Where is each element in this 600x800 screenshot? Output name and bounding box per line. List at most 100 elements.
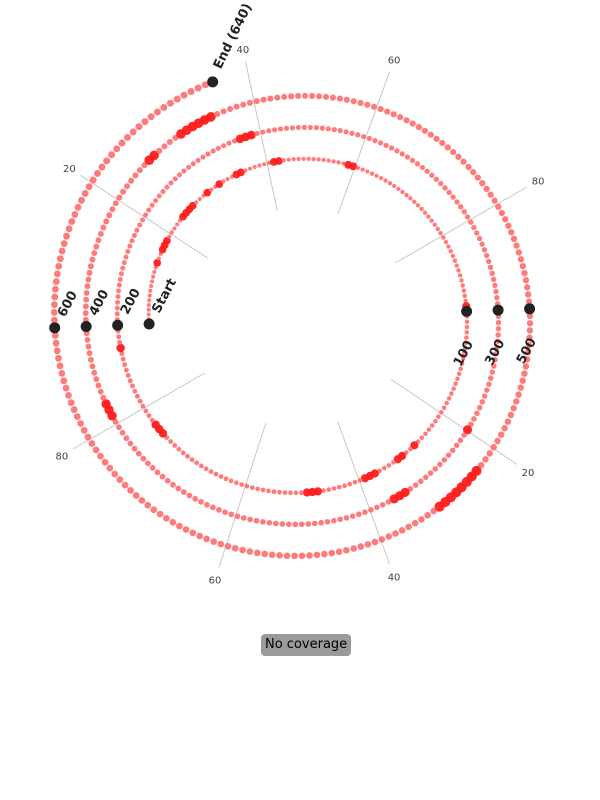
track-point <box>295 124 301 131</box>
track-point <box>103 157 111 165</box>
track-point <box>517 256 525 263</box>
track-point <box>464 324 470 330</box>
track-point <box>214 110 221 118</box>
track-point <box>95 237 102 244</box>
track-point <box>204 501 210 508</box>
track-point <box>189 457 195 463</box>
track-point <box>505 222 512 229</box>
track-point <box>260 519 266 525</box>
track-point <box>366 135 372 142</box>
track-point <box>490 444 497 451</box>
track-point <box>524 284 531 291</box>
track-point <box>123 435 130 442</box>
track-point <box>426 214 431 219</box>
track-point <box>277 126 284 132</box>
track-point <box>487 191 494 198</box>
track-point <box>326 158 331 163</box>
track-point <box>423 431 428 437</box>
track-point <box>441 457 448 463</box>
position-marker <box>492 304 504 316</box>
track-point <box>463 340 469 346</box>
track-point <box>159 473 166 480</box>
track-point <box>445 452 452 458</box>
track-point <box>355 165 361 171</box>
track-point <box>525 341 533 349</box>
track-point <box>94 170 101 177</box>
track-point <box>497 431 505 438</box>
track-point <box>311 156 316 162</box>
track-point <box>95 382 102 389</box>
track-point <box>84 337 91 343</box>
highlighted-point <box>206 112 216 122</box>
track-point <box>227 105 234 112</box>
track-point <box>465 163 472 171</box>
track-point <box>493 288 499 295</box>
track-point <box>164 184 170 190</box>
track-point <box>85 276 92 283</box>
track-point <box>86 269 93 276</box>
track-point <box>132 388 138 394</box>
track-point <box>116 424 122 431</box>
track-point <box>129 238 135 244</box>
track-point <box>331 127 337 133</box>
position-marker <box>112 319 124 331</box>
track-point <box>362 509 368 515</box>
track-point <box>412 199 417 204</box>
track-point <box>396 186 401 192</box>
track-point <box>433 418 438 424</box>
track-point <box>489 369 496 375</box>
track-point <box>456 268 461 273</box>
track-point <box>384 108 391 115</box>
track-point <box>268 551 276 559</box>
track-point <box>461 209 467 215</box>
track-point <box>522 277 530 284</box>
track-point <box>479 180 486 187</box>
track-point <box>525 291 532 298</box>
track-point <box>298 521 305 528</box>
track-point <box>419 206 424 212</box>
track-point <box>209 504 216 511</box>
grid-spoke <box>390 379 518 465</box>
track-point <box>371 538 379 546</box>
track-point <box>370 103 378 110</box>
track-point <box>460 158 467 165</box>
track-point <box>397 114 404 121</box>
track-point <box>106 464 114 472</box>
track-point <box>180 91 188 99</box>
track-point <box>146 312 151 317</box>
track-point <box>352 479 358 485</box>
track-point <box>415 203 421 208</box>
track-point <box>89 256 96 263</box>
highlighted-point <box>462 425 473 435</box>
track-point <box>82 310 89 317</box>
track-point <box>309 92 316 100</box>
track-point <box>151 274 156 279</box>
track-point <box>471 224 477 231</box>
track-point <box>458 366 463 371</box>
track-point <box>166 139 173 146</box>
track-point <box>443 239 449 245</box>
track-point <box>239 482 245 487</box>
track-point <box>118 139 126 147</box>
track-point <box>277 489 282 495</box>
track-point <box>286 157 291 162</box>
track-point <box>253 517 260 524</box>
track-point <box>228 511 235 518</box>
track-point <box>98 163 106 171</box>
track-point <box>464 335 469 340</box>
track-point <box>123 254 129 260</box>
track-point <box>168 180 174 186</box>
track-point <box>84 283 91 290</box>
track-point <box>306 156 311 162</box>
track-point <box>456 371 462 377</box>
position-marker <box>143 318 155 330</box>
track-point <box>70 406 78 414</box>
track-point <box>149 284 154 289</box>
track-point <box>115 299 121 305</box>
track-point <box>507 411 515 419</box>
track-point <box>267 95 274 102</box>
track-point <box>201 81 209 89</box>
track-point <box>260 129 266 135</box>
track-point <box>56 362 64 370</box>
track-point <box>449 447 456 454</box>
